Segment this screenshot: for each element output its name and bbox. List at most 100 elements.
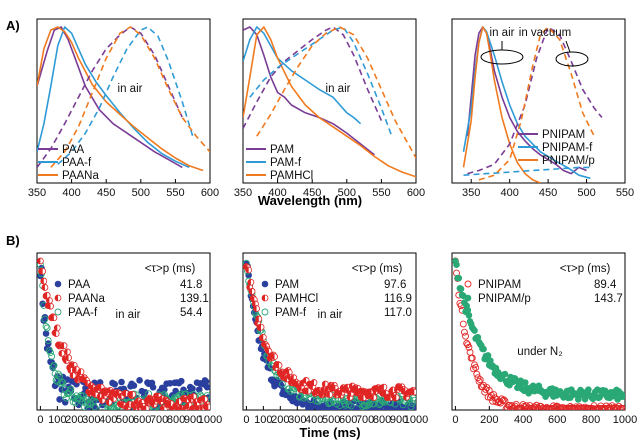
x-tick-label: 550 bbox=[166, 187, 184, 199]
data-point bbox=[454, 262, 460, 268]
data-point bbox=[466, 312, 472, 318]
annotation: under N₂ bbox=[517, 346, 562, 358]
data-point bbox=[381, 384, 387, 390]
data-point bbox=[46, 297, 52, 303]
x-tick-label: 0 bbox=[452, 414, 458, 426]
data-point bbox=[119, 379, 125, 385]
annotation: in air bbox=[326, 83, 351, 95]
series-line-excitation-3 bbox=[37, 27, 182, 167]
x-tick-label: 500 bbox=[338, 187, 356, 199]
data-point bbox=[204, 384, 210, 390]
x-tick-label: 600 bbox=[407, 187, 425, 199]
data-point bbox=[256, 316, 262, 322]
data-point bbox=[41, 278, 47, 284]
data-point bbox=[461, 329, 467, 335]
legend-label: PNIPAM-f bbox=[542, 142, 593, 154]
data-point bbox=[522, 380, 528, 386]
data-point bbox=[393, 395, 399, 401]
panel-B2: 0 1002003004005006007008009001000<τ>p (ms… bbox=[243, 253, 428, 426]
data-point bbox=[371, 395, 377, 401]
data-point bbox=[142, 389, 148, 395]
data-point bbox=[51, 315, 57, 321]
data-point bbox=[130, 391, 136, 397]
in-vacuum-pointer bbox=[566, 41, 570, 52]
legend-value: 139.1 bbox=[180, 293, 209, 305]
data-point bbox=[40, 268, 46, 274]
x-tick-label: 500 bbox=[322, 414, 340, 426]
legend-label: PAMHCl bbox=[275, 293, 318, 305]
data-point bbox=[44, 325, 50, 331]
x-tick-label: 1000 bbox=[404, 414, 428, 426]
data-point bbox=[57, 396, 63, 402]
data-point bbox=[43, 331, 49, 337]
data-point bbox=[66, 355, 72, 361]
data-point bbox=[49, 353, 55, 359]
legend-label: PNIPAM/p bbox=[542, 155, 595, 167]
x-tick-label: 800 bbox=[373, 414, 391, 426]
legend-label: PNIPAM/p bbox=[478, 293, 531, 305]
x-tick-label: 350 bbox=[234, 187, 252, 199]
legend-label: PAA bbox=[62, 144, 84, 156]
panel-label-b: B) bbox=[6, 233, 20, 248]
series-line-paa-f bbox=[37, 27, 189, 167]
x-tick-label: 700 bbox=[356, 414, 374, 426]
series-line-paa bbox=[37, 27, 182, 167]
plot-frame-A3 bbox=[452, 19, 625, 183]
annotation: in air bbox=[118, 83, 143, 95]
x-tick-label: 550 bbox=[616, 187, 634, 199]
x-tick-label: 400 bbox=[500, 187, 518, 199]
x-tick-label: 200 bbox=[65, 414, 83, 426]
legend-value: 54.4 bbox=[180, 307, 203, 319]
legend-label: PAM bbox=[270, 144, 294, 156]
legend-marker bbox=[262, 295, 268, 301]
data-point bbox=[54, 325, 60, 331]
data-point bbox=[463, 333, 469, 339]
data-point bbox=[474, 371, 480, 377]
legend-marker bbox=[262, 281, 268, 287]
panel-label-a: A) bbox=[6, 18, 20, 33]
data-point bbox=[260, 334, 266, 340]
legend-marker bbox=[55, 309, 61, 315]
x-tick-label: 350 bbox=[462, 187, 480, 199]
annotation: in air bbox=[116, 309, 141, 321]
x-tick-label: 600 bbox=[133, 414, 151, 426]
x-tick-label: 400 bbox=[514, 414, 532, 426]
x-tick-label: 300 bbox=[82, 414, 100, 426]
data-point bbox=[272, 354, 278, 360]
x-tick-label: 0 bbox=[243, 414, 249, 426]
data-point bbox=[203, 379, 209, 385]
legend-label: PAM bbox=[275, 279, 299, 291]
data-point bbox=[458, 286, 464, 292]
data-point bbox=[131, 383, 137, 389]
data-point bbox=[472, 328, 478, 334]
x-tick-label: 300 bbox=[288, 414, 306, 426]
x-tick-label: 600 bbox=[548, 414, 566, 426]
legend-value: 143.7 bbox=[594, 293, 623, 305]
data-point bbox=[78, 369, 84, 375]
legend-marker bbox=[55, 281, 61, 287]
annotation: in air bbox=[490, 27, 515, 39]
series-line-pam-f bbox=[243, 27, 361, 124]
x-tick-label: 1000 bbox=[198, 414, 222, 426]
data-point bbox=[61, 343, 67, 349]
x-axis-label-time: Time (ms) bbox=[299, 425, 360, 440]
x-tick-label: 100 bbox=[254, 414, 272, 426]
legend-marker bbox=[465, 295, 471, 301]
legend-marker bbox=[465, 281, 471, 287]
legend-label: PAANa bbox=[68, 293, 105, 305]
legend-marker bbox=[262, 309, 268, 315]
x-tick-label: 350 bbox=[28, 187, 46, 199]
x-tick-label: 400 bbox=[99, 414, 117, 426]
data-point bbox=[53, 331, 59, 337]
x-tick-label: 700 bbox=[150, 414, 168, 426]
legend-value: 41.8 bbox=[180, 279, 202, 291]
data-point bbox=[481, 346, 487, 352]
legend-marker bbox=[55, 295, 61, 301]
x-tick-label: 400 bbox=[62, 187, 80, 199]
data-point bbox=[585, 387, 591, 393]
legend-value: 89.4 bbox=[594, 279, 617, 291]
x-tick-label: 100 bbox=[48, 414, 66, 426]
data-point bbox=[112, 381, 118, 387]
